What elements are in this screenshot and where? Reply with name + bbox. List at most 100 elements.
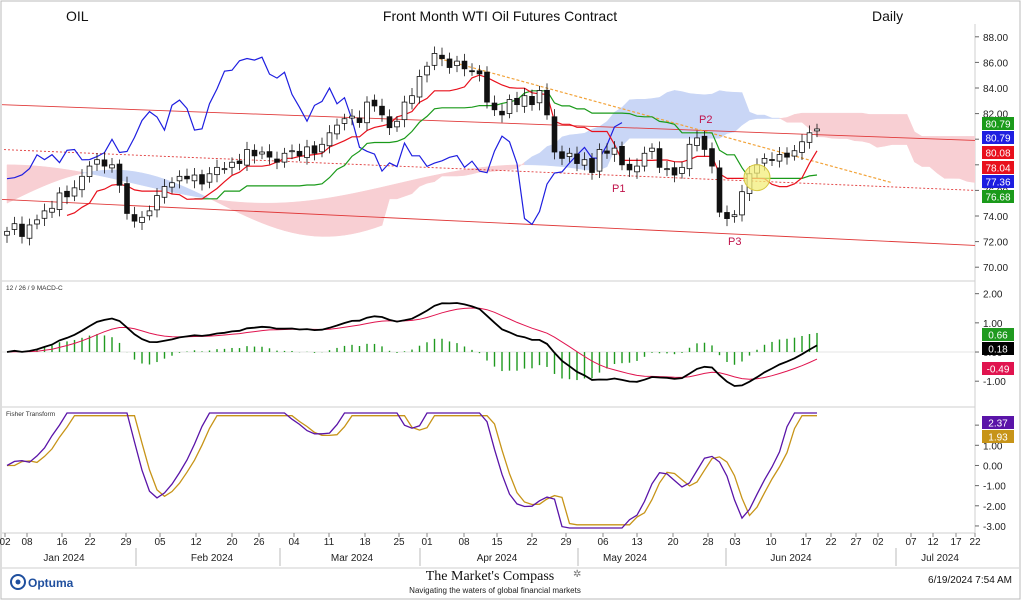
candle	[626, 157, 633, 178]
candle-body	[776, 154, 783, 162]
time-tick-label: 18	[359, 537, 371, 548]
cloud-segment	[921, 136, 930, 167]
candle	[326, 125, 333, 154]
cloud-segment	[959, 136, 968, 182]
cloud-segment	[816, 112, 825, 138]
candle-body	[161, 186, 168, 198]
cloud-segment	[681, 91, 690, 139]
last-value-bg	[982, 117, 1014, 130]
candle	[694, 130, 700, 152]
last-value-label: 77.36	[982, 175, 1014, 189]
time-tick-label: 26	[253, 537, 265, 548]
time-tick-label: 29	[120, 537, 132, 548]
candle-body	[604, 150, 610, 154]
time-tick-label: 03	[729, 537, 741, 548]
candle	[799, 134, 805, 160]
last-value-bg	[982, 161, 1014, 174]
cloud-segment	[344, 193, 353, 236]
cloud-segment	[44, 166, 53, 187]
candle-body	[206, 173, 213, 183]
candle	[281, 147, 288, 168]
time-tick-label: 08	[21, 537, 33, 548]
candle	[581, 152, 588, 171]
candle-body	[799, 141, 805, 153]
last-value-label: 80.08	[982, 146, 1014, 160]
last-value-bg	[982, 175, 1014, 188]
candle	[641, 146, 648, 172]
candle-body	[409, 95, 415, 104]
time-tick-label: 29	[560, 537, 572, 548]
candle	[739, 184, 745, 222]
candle	[611, 141, 618, 162]
candle-body	[491, 102, 498, 111]
candle	[274, 151, 280, 170]
candle-body	[184, 175, 190, 180]
price-tick-label: 70.00	[983, 263, 1008, 274]
candle-body	[4, 230, 10, 236]
candle	[671, 161, 678, 183]
cloud-segment	[726, 91, 735, 134]
candle	[386, 109, 393, 135]
candle	[79, 169, 85, 198]
candle-body	[791, 150, 798, 157]
candle-body	[439, 54, 445, 59]
last-value-text: 77.36	[985, 178, 1010, 189]
kijun-sen	[194, 90, 818, 200]
candle	[461, 53, 468, 77]
candle	[356, 110, 363, 128]
time-tick-label: 13	[631, 537, 643, 548]
candle-body	[724, 212, 730, 219]
candle	[589, 152, 595, 180]
candle	[634, 158, 640, 179]
time-tick-label: 20	[226, 537, 238, 548]
candle	[266, 144, 273, 165]
time-tick-label: 10	[765, 537, 777, 548]
candle-body	[79, 175, 85, 191]
last-value-text: 76.68	[985, 193, 1010, 204]
time-tick-label: 20	[667, 537, 679, 548]
candle	[439, 47, 445, 67]
candle-body	[784, 152, 790, 158]
time-axis: 02 08 16 22 29 05 12 20 26 04 11 18 25 01 08 15 22 29 06 13…	[0, 533, 981, 566]
fisher-title: Fisher Transform	[6, 411, 55, 418]
candle-body	[221, 168, 228, 171]
cloud-segment	[929, 136, 938, 174]
candle-body	[559, 151, 565, 159]
candle	[11, 216, 18, 235]
candle	[416, 69, 423, 104]
candle	[49, 200, 55, 218]
candle	[454, 55, 460, 73]
candle-body	[266, 151, 273, 158]
fisher-value-label: 2.37	[982, 416, 1014, 430]
macd-tick-label: 1.00	[983, 319, 1003, 330]
optuma-logo: Optuma	[10, 574, 74, 590]
candle-body	[476, 70, 483, 75]
candle-body	[574, 153, 580, 164]
macd-line	[6, 302, 818, 387]
cloud-segment	[876, 114, 885, 148]
fisher-line	[6, 412, 817, 529]
candle-body	[19, 223, 25, 237]
highlight-circle	[743, 164, 771, 192]
macd-value-bg	[982, 362, 1014, 375]
candle-body	[694, 137, 700, 146]
cloud-segment	[321, 197, 330, 237]
candle	[26, 218, 33, 246]
candle-body	[686, 143, 693, 170]
price-tick-label: 72.00	[983, 238, 1008, 249]
candle	[41, 203, 48, 226]
fisher-value-bg	[982, 416, 1014, 429]
optuma-logo-dot	[15, 579, 21, 585]
candle	[701, 130, 708, 157]
candle	[409, 88, 415, 110]
cloud-segment	[6, 164, 15, 204]
cloud-segment	[794, 112, 803, 123]
cloud-segment	[389, 183, 398, 200]
candle-body	[64, 190, 70, 198]
time-tick-label: 27	[850, 537, 862, 548]
candle-body	[146, 210, 153, 217]
macd-value-label: 0.18	[982, 342, 1014, 356]
candle	[814, 123, 820, 138]
candle-body	[611, 147, 618, 155]
candle	[206, 167, 213, 189]
